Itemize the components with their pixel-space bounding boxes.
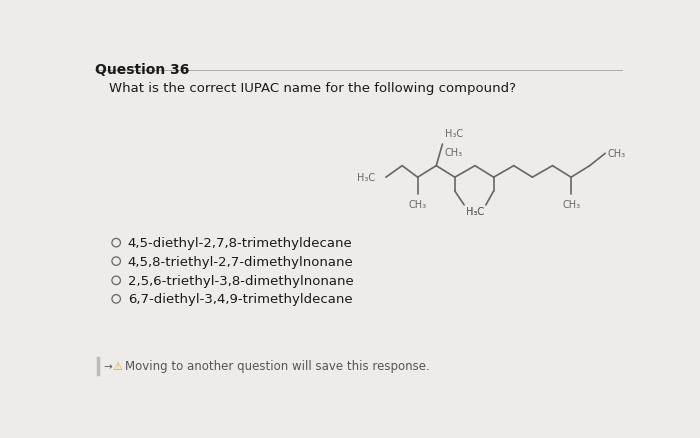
Text: CH₃: CH₃: [562, 199, 580, 209]
Text: →: →: [103, 361, 112, 371]
Text: CH₃: CH₃: [608, 149, 626, 159]
Text: CH₃: CH₃: [444, 148, 463, 158]
Text: 2,5,6-triethyl-3,8-dimethylnonane: 2,5,6-triethyl-3,8-dimethylnonane: [128, 274, 354, 287]
Text: 6,7-diethyl-3,4,9-trimethyldecane: 6,7-diethyl-3,4,9-trimethyldecane: [128, 293, 352, 306]
Text: H₃C: H₃C: [466, 207, 484, 217]
Text: ⚠: ⚠: [112, 361, 122, 371]
Text: H₃C: H₃C: [357, 173, 375, 183]
Text: 4,5-diethyl-2,7,8-trimethyldecane: 4,5-diethyl-2,7,8-trimethyldecane: [128, 237, 353, 250]
Text: H₃C: H₃C: [444, 129, 463, 138]
Text: Moving to another question will save this response.: Moving to another question will save thi…: [125, 360, 429, 372]
Text: CH₃: CH₃: [409, 199, 427, 209]
Text: What is the correct IUPAC name for the following compound?: What is the correct IUPAC name for the f…: [109, 82, 516, 95]
Text: H₃C: H₃C: [466, 207, 484, 217]
Text: 4,5,8-triethyl-2,7-dimethylnonane: 4,5,8-triethyl-2,7-dimethylnonane: [128, 255, 354, 268]
Text: Question 36: Question 36: [95, 64, 190, 77]
